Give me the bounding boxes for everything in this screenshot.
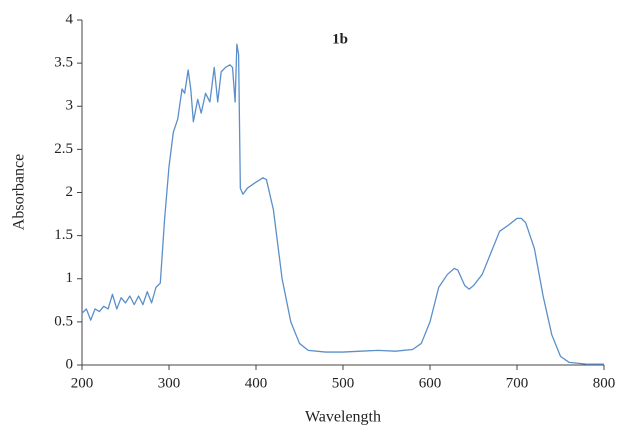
y-tick-label: 4 (66, 11, 74, 27)
y-tick-label: 2.5 (54, 141, 73, 157)
x-tick-label: 300 (158, 375, 181, 391)
y-tick-label: 1.5 (54, 227, 73, 243)
y-axis-label: Absorbance (11, 154, 28, 230)
y-tick-label: 1 (66, 270, 74, 286)
y-tick-label: 0 (66, 356, 74, 372)
y-tick-label: 2 (66, 184, 74, 200)
y-tick-label: 3 (66, 98, 74, 114)
y-tick-label: 3.5 (54, 55, 73, 71)
x-tick-label: 400 (245, 375, 268, 391)
x-tick-label: 600 (419, 375, 442, 391)
y-tick-label: 0.5 (54, 313, 73, 329)
x-tick-label: 500 (332, 375, 355, 391)
chart-title: 1b (332, 31, 348, 47)
x-axis-label: Wavelength (305, 409, 381, 426)
x-tick-label: 800 (593, 375, 616, 391)
x-tick-label: 700 (506, 375, 529, 391)
data-line (81, 43, 604, 365)
x-tick-label: 200 (71, 375, 94, 391)
